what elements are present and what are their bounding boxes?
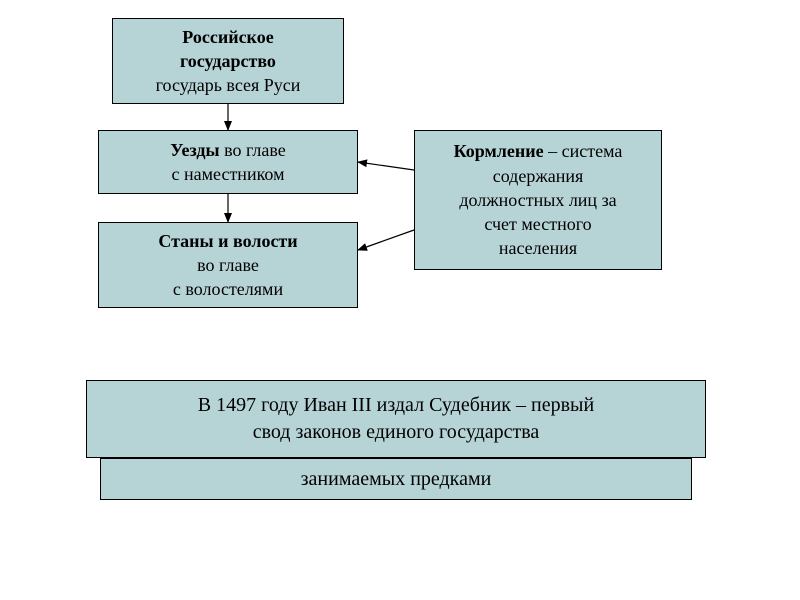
node-text: В 1497 году Иван III издал Судебник – пе… (198, 394, 594, 416)
node-text: населения (499, 238, 577, 258)
arrow-kormlenie-to-stany (358, 230, 414, 250)
arrow-kormlenie-to-uezdy (358, 162, 414, 170)
node-russian-state: Российское государство государь всея Рус… (112, 18, 344, 104)
node-text: занимаемых предками (301, 468, 492, 490)
node-title: Станы и волости (158, 231, 297, 251)
node-text: во главе (197, 255, 259, 275)
node-text: с наместником (172, 164, 285, 184)
node-sudebnik: В 1497 году Иван III издал Судебник – пе… (86, 380, 706, 458)
node-predki: занимаемых предками (100, 458, 692, 500)
node-text: должностных лиц за (459, 190, 616, 210)
node-text: счет местного (484, 214, 591, 234)
node-kormlenie: Кормление – система содержания должностн… (414, 130, 662, 270)
node-title: государство (180, 51, 276, 71)
node-text: с волостелями (173, 279, 283, 299)
node-text: во главе (220, 140, 286, 160)
node-title: Российское (182, 27, 273, 47)
node-title: Кормление (454, 141, 544, 161)
node-text: содержания (493, 166, 584, 186)
node-title: Уезды (170, 140, 219, 160)
node-text: – система (544, 141, 623, 161)
node-text: свод законов единого государства (253, 421, 540, 443)
node-uezdy: Уезды во главе с наместником (98, 130, 358, 194)
node-stany-volosti: Станы и волости во главе с волостелями (98, 222, 358, 308)
node-subtitle: государь всея Руси (156, 75, 301, 95)
